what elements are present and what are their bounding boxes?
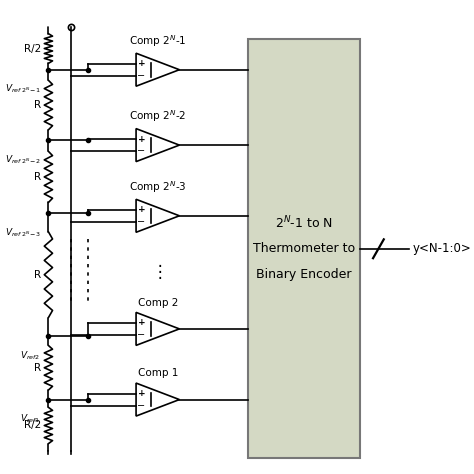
Text: $V_{ref1}$: $V_{ref1}$ [20, 413, 40, 425]
Text: R: R [34, 270, 41, 280]
Text: +: + [137, 205, 145, 214]
Bar [248, 39, 360, 458]
Text: R: R [34, 100, 41, 110]
Text: Binary Encoder: Binary Encoder [256, 268, 352, 281]
Text: Thermometer to: Thermometer to [253, 242, 355, 255]
Text: −: − [137, 146, 146, 156]
Text: +: + [137, 389, 145, 398]
Text: Comp $2^N$-1: Comp $2^N$-1 [129, 33, 186, 48]
Text: Comp 1: Comp 1 [137, 368, 178, 378]
Text: R/2: R/2 [24, 420, 41, 430]
Text: $V_{ref2}$: $V_{ref2}$ [20, 349, 40, 362]
Text: ⋮: ⋮ [152, 264, 168, 282]
Text: R/2: R/2 [24, 44, 41, 54]
Text: −: − [137, 71, 146, 81]
Text: Comp $2^N$-3: Comp $2^N$-3 [129, 179, 186, 195]
Text: $V_{ref\ 2^N\!-\!1}$: $V_{ref\ 2^N\!-\!1}$ [5, 83, 40, 95]
Text: −: − [137, 330, 146, 340]
Text: $V_{ref\ 2^N\!-\!2}$: $V_{ref\ 2^N\!-\!2}$ [5, 154, 40, 166]
Text: +: + [137, 59, 145, 68]
Text: +: + [137, 135, 145, 144]
Text: $2^N$-1 to N: $2^N$-1 to N [275, 215, 333, 231]
Text: Comp $2^N$-2: Comp $2^N$-2 [129, 108, 186, 124]
Text: $V_{ref\ 2^N\!-\!3}$: $V_{ref\ 2^N\!-\!3}$ [5, 227, 40, 239]
Text: −: − [137, 401, 146, 410]
Text: Comp 2: Comp 2 [137, 298, 178, 308]
Text: +: + [137, 319, 145, 328]
Text: R: R [34, 172, 41, 182]
Text: R: R [34, 363, 41, 373]
Text: y<N-1:0>: y<N-1:0> [413, 242, 471, 255]
Text: −: − [137, 217, 146, 227]
